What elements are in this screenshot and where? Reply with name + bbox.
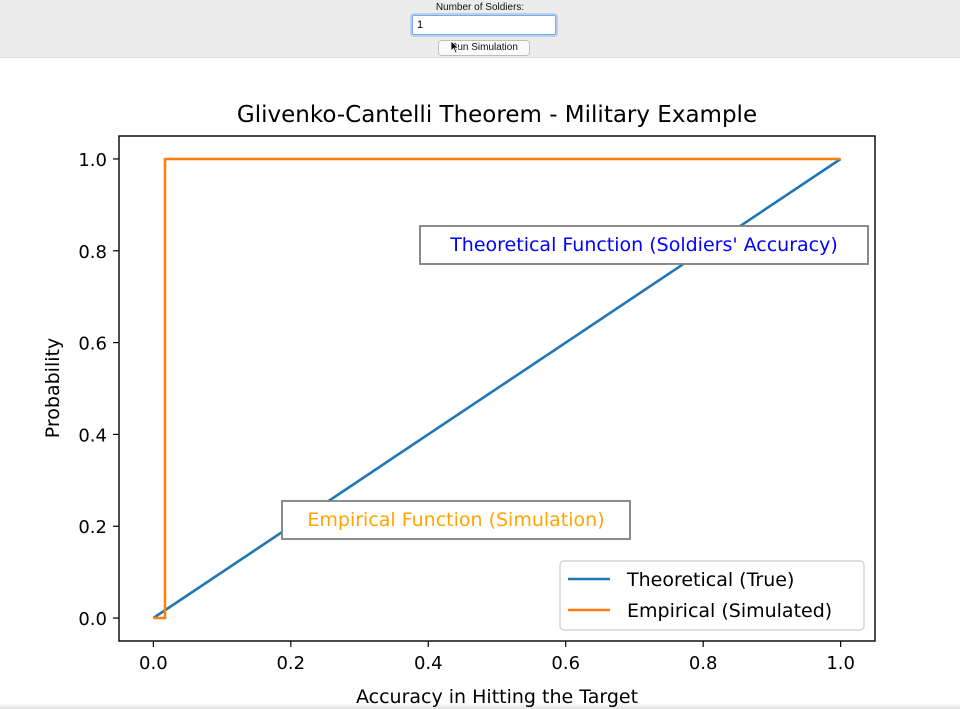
matplotlib-figure: Glivenko-Cantelli Theorem - Military Exa…: [42, 102, 876, 708]
y-tick-label: 1.0: [78, 150, 107, 171]
legend: Theoretical (True) Empirical (Simulated): [559, 560, 865, 631]
annotation-empirical: Empirical Function (Simulation): [281, 500, 631, 540]
x-tick-label: 0.4: [414, 653, 443, 674]
run-simulation-button[interactable]: Run Simulation: [438, 40, 530, 56]
legend-theoretical-label: Theoretical (True): [626, 569, 794, 591]
empirical-series-line: [153, 157, 841, 620]
legend-empirical-label: Empirical (Simulated): [627, 600, 832, 622]
annotation-theoretical-text: Theoretical Function (Soldiers' Accuracy…: [449, 234, 838, 256]
y-tick-label: 0.6: [78, 334, 107, 355]
annotation-theoretical-box: [419, 225, 869, 265]
soldiers-label: Number of Soldiers:: [435, 2, 525, 13]
legend-box: [559, 560, 865, 631]
window-bottom-shadow: [0, 703, 960, 709]
annotation-empirical-box: [281, 500, 631, 540]
y-tick-label: 0.0: [78, 609, 107, 630]
x-tick-label: 0.6: [551, 653, 580, 674]
arrow-cursor-icon: [450, 40, 460, 54]
x-axis-label: Accuracy in Hitting the Target: [356, 686, 638, 708]
x-axis: 0.0 0.2 0.4 0.6 0.8 1.0: [139, 641, 855, 674]
chart-title: Glivenko-Cantelli Theorem - Military Exa…: [237, 102, 757, 128]
x-tick-label: 0.2: [276, 653, 305, 674]
soldiers-count-input[interactable]: [412, 15, 556, 35]
y-axis-label: Probability: [42, 338, 64, 438]
x-tick-label: 0.8: [689, 653, 718, 674]
annotation-theoretical: Theoretical Function (Soldiers' Accuracy…: [419, 225, 869, 265]
y-tick-label: 0.4: [78, 425, 107, 446]
x-tick-label: 0.0: [139, 653, 168, 674]
plot-area-frame: [118, 135, 876, 642]
y-tick-label: 0.2: [78, 517, 107, 538]
y-axis: 0.0 0.2 0.4 0.6 0.8 1.0: [78, 150, 119, 630]
y-tick-label: 0.8: [78, 242, 107, 263]
control-toolbar: Number of Soldiers: Run Simulation: [0, 0, 960, 58]
annotation-empirical-text: Empirical Function (Simulation): [307, 509, 604, 531]
x-tick-label: 1.0: [826, 653, 855, 674]
